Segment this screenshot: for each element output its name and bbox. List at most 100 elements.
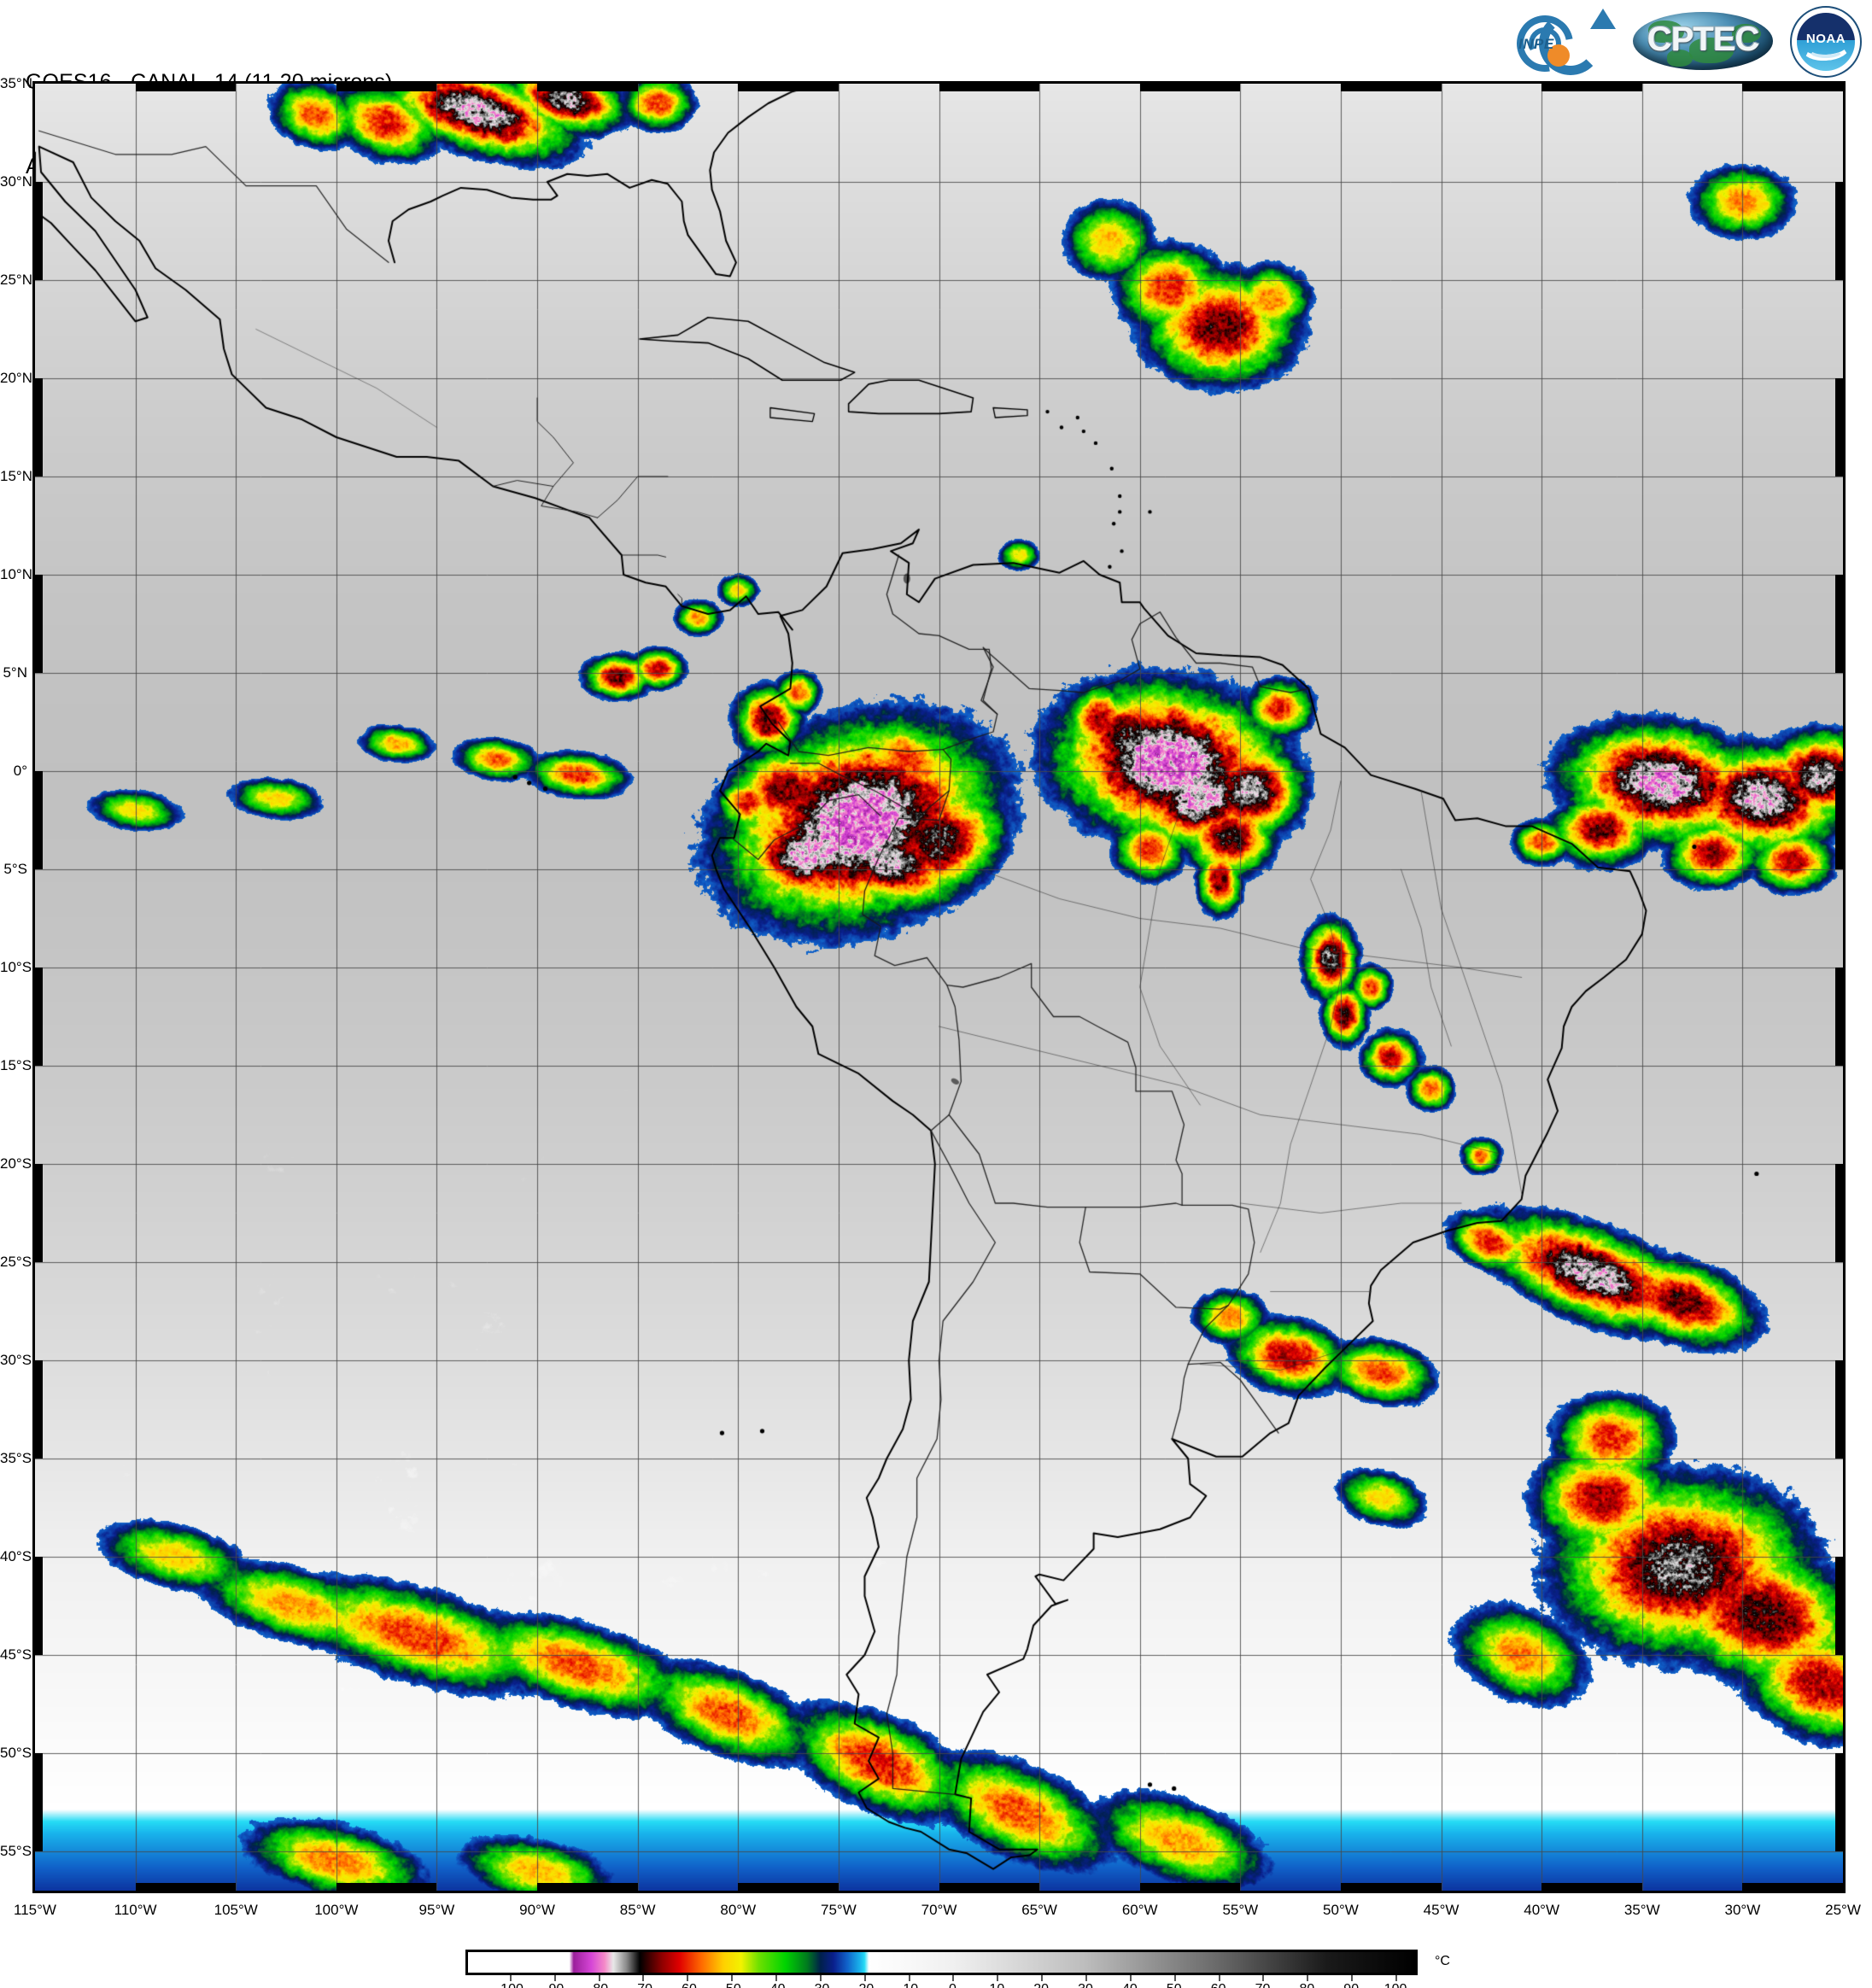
- frame-tick-band: [1340, 1883, 1442, 1891]
- lat-tick-label: 35°S: [0, 1450, 32, 1466]
- frame-tick-band: [738, 84, 839, 91]
- frame-tick-band: [1835, 378, 1843, 477]
- lat-tick-label: 25°N: [0, 272, 32, 288]
- colorbar-tick: [952, 1975, 955, 1981]
- colorbar-tick-label: 100: [1384, 1982, 1407, 1988]
- lon-tick-label: 25°W: [1825, 1902, 1861, 1918]
- frame-tick-band: [1541, 1883, 1642, 1891]
- frame-tick-band: [1835, 1164, 1843, 1262]
- colorbar-tick-label: 70: [1255, 1982, 1271, 1988]
- frame-tick-band: [336, 1883, 437, 1891]
- lon-tick-label: 55°W: [1222, 1902, 1259, 1918]
- lon-tick-label: 85°W: [619, 1902, 656, 1918]
- frame-tick-band: [939, 84, 1040, 91]
- colorbar-tick: [1262, 1975, 1265, 1981]
- cptec-logo: CPTEC: [1629, 3, 1776, 79]
- frame-tick-band: [35, 378, 43, 477]
- globe-icon: [1633, 12, 1773, 70]
- lat-tick-label: 15°S: [0, 1057, 32, 1073]
- lon-tick-label: 90°W: [519, 1902, 555, 1918]
- lon-tick-label: 60°W: [1121, 1902, 1158, 1918]
- inpe-logo: INPE: [1506, 3, 1618, 83]
- noaa-bird-wing-icon: [1808, 41, 1844, 58]
- lat-tick-label: 25°S: [0, 1254, 32, 1270]
- colorbar-tick: [1395, 1975, 1398, 1981]
- colorbar-tick: [1307, 1975, 1309, 1981]
- colorbar-tick-label: -10: [898, 1982, 918, 1988]
- colorbar-tick-label: -100: [496, 1982, 524, 1988]
- frame-tick-band: [336, 84, 437, 91]
- globe-landmass: [1667, 50, 1693, 67]
- frame-tick-band: [35, 575, 43, 673]
- lat-tick-label: 55°S: [0, 1843, 32, 1859]
- colorbar-tick-label: 0: [949, 1982, 956, 1988]
- colorbar-tick: [731, 1975, 734, 1981]
- colorbar-tick-label: 50: [1167, 1982, 1182, 1988]
- inpe-dot-icon: [1547, 44, 1570, 67]
- temperature-colorbar: -100-90-80-70-60-50-40-30-20-10010203040…: [465, 1950, 1418, 1988]
- frame-tick-band: [1835, 771, 1843, 869]
- inpe-arrow-icon: [1590, 9, 1616, 29]
- frame-tick-band: [35, 1753, 43, 1851]
- colorbar-tick: [1041, 1975, 1044, 1981]
- lat-tick-label: 15°N: [0, 468, 32, 484]
- colorbar-tick-label: 20: [1033, 1982, 1049, 1988]
- colorbar-tick-label: 30: [1078, 1982, 1093, 1988]
- noaa-seal-inner: NOAA: [1797, 13, 1855, 71]
- colorbar-tick-label: -90: [544, 1982, 564, 1988]
- colorbar-tick: [687, 1975, 689, 1981]
- frame-tick-band: [1835, 182, 1843, 280]
- frame-tick-band: [135, 1883, 237, 1891]
- colorbar-tick: [1351, 1975, 1354, 1981]
- lon-tick-label: 65°W: [1021, 1902, 1057, 1918]
- frame-tick-band: [1742, 84, 1843, 91]
- lon-tick-label: 80°W: [720, 1902, 757, 1918]
- noaa-logo: NOAA: [1788, 3, 1865, 79]
- satellite-map[interactable]: [32, 81, 1846, 1893]
- lon-tick-label: 105°W: [214, 1902, 258, 1918]
- lon-tick-label: 95°W: [418, 1902, 455, 1918]
- colorbar-tick-label: -40: [765, 1982, 785, 1988]
- colorbar-tick: [1173, 1975, 1176, 1981]
- cptec-logo-text: CPTEC: [1647, 20, 1760, 58]
- globe-landmass: [1732, 24, 1761, 43]
- frame-tick-band: [35, 968, 43, 1066]
- frame-tick-band: [1835, 1360, 1843, 1459]
- lat-tick-label: 30°N: [0, 173, 32, 190]
- frame-tick-band: [738, 1883, 839, 1891]
- colorbar-tick: [509, 1975, 512, 1981]
- colorbar-tick: [1218, 1975, 1220, 1981]
- colorbar-tick: [997, 1975, 999, 1981]
- inpe-arc-icon: [1539, 12, 1602, 75]
- frame-tick-band: [1835, 1557, 1843, 1655]
- colorbar-tick-label: -60: [677, 1982, 697, 1988]
- lon-tick-label: 100°W: [314, 1902, 359, 1918]
- colorbar-tick-label: -30: [810, 1982, 829, 1988]
- globe-landmass: [1689, 38, 1734, 63]
- colorbar-tick: [1129, 1975, 1132, 1981]
- lon-tick-label: 110°W: [114, 1902, 157, 1918]
- inpe-logo-text: INPE: [1518, 36, 1554, 52]
- lat-tick-label: 10°S: [0, 959, 32, 975]
- colorbar-tick-label: -80: [588, 1982, 608, 1988]
- colorbar-tick: [642, 1975, 645, 1981]
- lon-tick-label: 30°W: [1724, 1902, 1761, 1918]
- lon-tick-label: 35°W: [1623, 1902, 1660, 1918]
- satellite-imagery-canvas: [35, 84, 1843, 1891]
- lat-tick-label: 50°S: [0, 1745, 32, 1761]
- frame-tick-band: [1139, 1883, 1241, 1891]
- colorbar-tick: [553, 1975, 556, 1981]
- lon-tick-label: 115°W: [14, 1902, 56, 1918]
- colorbar-tick-label: 80: [1299, 1982, 1314, 1988]
- colorbar-tick: [908, 1975, 910, 1981]
- colorbar-tick: [819, 1975, 822, 1981]
- frame-tick-band: [35, 182, 43, 280]
- colorbar-tick: [863, 1975, 866, 1981]
- lon-tick-label: 40°W: [1524, 1902, 1560, 1918]
- lon-tick-label: 70°W: [921, 1902, 957, 1918]
- logo-bar: INPE CPTEC NOAA: [1506, 2, 1865, 83]
- frame-tick-band: [1742, 1883, 1843, 1891]
- frame-tick-band: [1541, 84, 1642, 91]
- frame-tick-band: [939, 1883, 1040, 1891]
